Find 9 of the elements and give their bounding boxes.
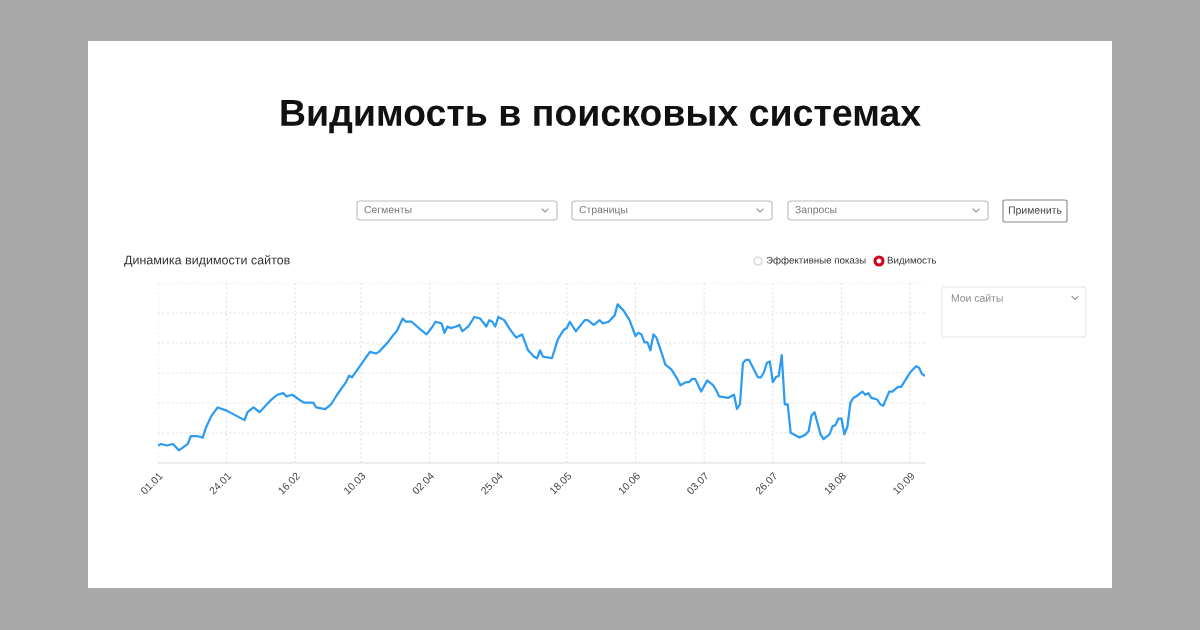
text: Страницы [579,205,628,216]
text: Эффективные показы [766,256,866,266]
chart-subtitle: Динамика видимости сайтов [124,255,290,267]
text: Сегменты [364,205,412,214]
text: Видимость [887,256,937,266]
text: Запросы [795,205,837,216]
text: Применить [1008,206,1062,216]
text: Мои сайты [951,293,1003,302]
chart-title: Видимость в поисковых системах [281,99,921,134]
